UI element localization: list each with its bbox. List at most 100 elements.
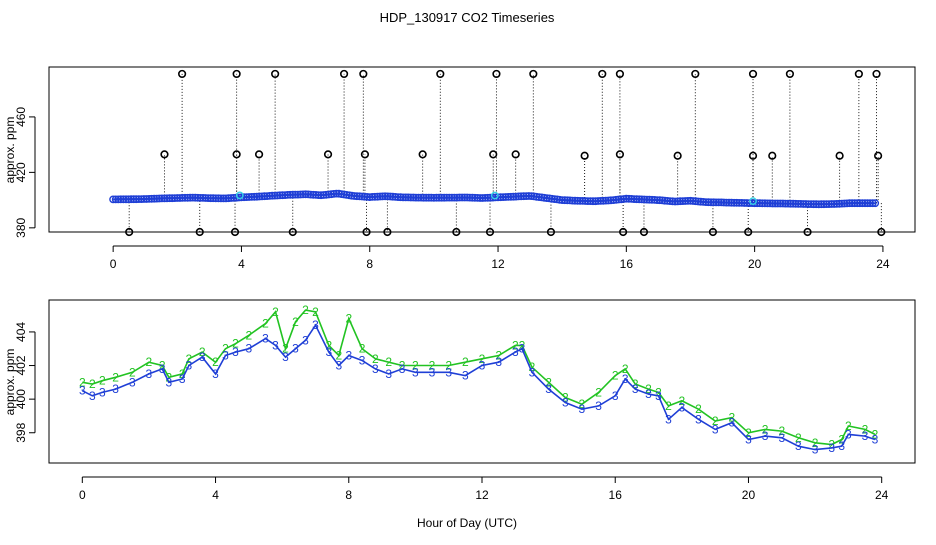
top-baseline-point <box>858 199 867 208</box>
top-baseline-point <box>139 195 148 203</box>
bottom-series-point-2: 2 <box>335 349 342 363</box>
top-baseline-point <box>668 197 677 206</box>
top-outlier-point <box>580 151 589 160</box>
bottom-series-point-2: 2 <box>372 352 379 366</box>
top-baseline-point <box>414 193 423 202</box>
top-baseline-point <box>773 199 782 208</box>
bottom-series-point-3: 3 <box>325 345 332 359</box>
top-baseline-point <box>183 193 192 202</box>
bottom-series-point-2: 2 <box>79 375 86 389</box>
top-baseline-point <box>109 195 118 204</box>
bottom-series-point-3: 3 <box>179 372 186 386</box>
top-baseline-point <box>645 195 654 204</box>
top-baseline-point <box>137 195 146 204</box>
top-baseline-point <box>429 193 438 202</box>
top-baseline-point <box>714 198 723 207</box>
bottom-series-point-3: 3 <box>429 365 436 379</box>
bottom-series-point-3: 3 <box>372 362 379 376</box>
top-outlier-point <box>673 151 682 160</box>
bottom-y-axis-label: approx. ppm <box>3 349 17 416</box>
top-outlier-point <box>485 227 495 237</box>
top-baseline-point <box>763 199 772 208</box>
top-baseline-point <box>781 199 790 208</box>
top-baseline-point <box>861 199 869 208</box>
bottom-series-point-2: 2 <box>99 374 106 388</box>
bottom-series-point-3: 3 <box>479 359 486 373</box>
top-baseline-point <box>809 200 818 209</box>
bottom-series-point-3: 3 <box>129 375 136 389</box>
bottom-y-tick-label: 398 <box>14 422 28 442</box>
top-baseline-point <box>499 193 508 202</box>
top-baseline-point <box>735 198 744 207</box>
bottom-series-point-2: 2 <box>529 360 536 374</box>
top-baseline-point <box>142 195 151 203</box>
top-baseline-point <box>286 190 295 199</box>
top-baseline-point <box>707 198 715 207</box>
top-outlier-point <box>768 151 777 160</box>
bottom-y-tick-label: 404 <box>14 322 28 342</box>
top-baseline-point <box>637 195 646 204</box>
top-baseline-point <box>157 194 166 203</box>
bottom-series-point-3: 3 <box>99 385 106 399</box>
top-baseline-point <box>722 198 731 207</box>
top-baseline-point <box>442 193 451 202</box>
bottom-series-point-2: 2 <box>622 362 629 376</box>
bottom-series-point-2: 2 <box>519 338 526 352</box>
top-baseline-point <box>191 193 200 202</box>
top-baseline-point <box>581 197 590 205</box>
top-baseline-point <box>463 193 472 202</box>
bottom-series-point-3: 3 <box>712 422 719 436</box>
bottom-series-point-2: 2 <box>562 391 569 405</box>
top-baseline-point <box>258 192 266 201</box>
top-baseline-point <box>599 196 608 205</box>
top-baseline-point <box>607 196 615 205</box>
top-baseline-point <box>465 193 474 202</box>
top-baseline-point <box>124 195 133 204</box>
top-outlier-point <box>383 227 392 237</box>
bottom-series-point-3: 3 <box>112 382 119 396</box>
top-outlier-point <box>125 227 134 237</box>
top-baseline-point <box>814 200 823 209</box>
top-outlier-point <box>359 69 368 79</box>
top-baseline-point <box>419 193 428 202</box>
top-y-axis-label: approx. ppm <box>3 117 17 184</box>
top-baseline-point <box>355 192 364 201</box>
top-baseline-point <box>804 200 813 209</box>
top-baseline-point <box>589 197 597 206</box>
top-baseline-point <box>175 194 184 202</box>
top-baseline-point <box>119 195 128 204</box>
top-baseline-point <box>643 195 651 204</box>
bottom-series-point-3: 3 <box>762 429 769 443</box>
top-baseline-point <box>193 193 202 202</box>
top-baseline-point <box>476 194 484 202</box>
top-baseline-point <box>622 194 631 203</box>
top-baseline-point <box>635 195 644 204</box>
top-baseline-point <box>293 190 302 199</box>
top-baseline-point <box>447 193 456 202</box>
top-baseline-point <box>473 193 482 202</box>
bottom-series-point-3: 3 <box>529 365 536 379</box>
top-baseline-point <box>301 190 310 199</box>
top-baseline-point <box>704 198 713 207</box>
top-baseline-point <box>363 192 372 201</box>
top-baseline-point <box>871 199 880 208</box>
top-baseline-point <box>178 193 187 202</box>
top-baseline-point <box>378 192 387 201</box>
top-x-tick-label: 12 <box>491 257 505 271</box>
top-baseline-point <box>563 196 572 205</box>
bottom-series-point-3: 3 <box>512 345 519 359</box>
bottom-series-point-3: 3 <box>282 350 289 364</box>
top-baseline-point <box>168 194 177 203</box>
top-baseline-point <box>196 193 205 202</box>
bottom-series-point-2: 2 <box>778 424 785 438</box>
top-baseline-point <box>317 191 325 200</box>
top-baseline-point <box>761 199 769 208</box>
bottom-series-point-3: 3 <box>645 387 652 401</box>
bottom-series-point-3: 3 <box>655 389 662 403</box>
top-baseline-point <box>399 193 407 202</box>
top-baseline-point <box>147 194 156 203</box>
top-baseline-point <box>127 195 136 204</box>
bottom-series-point-2: 2 <box>385 355 392 369</box>
